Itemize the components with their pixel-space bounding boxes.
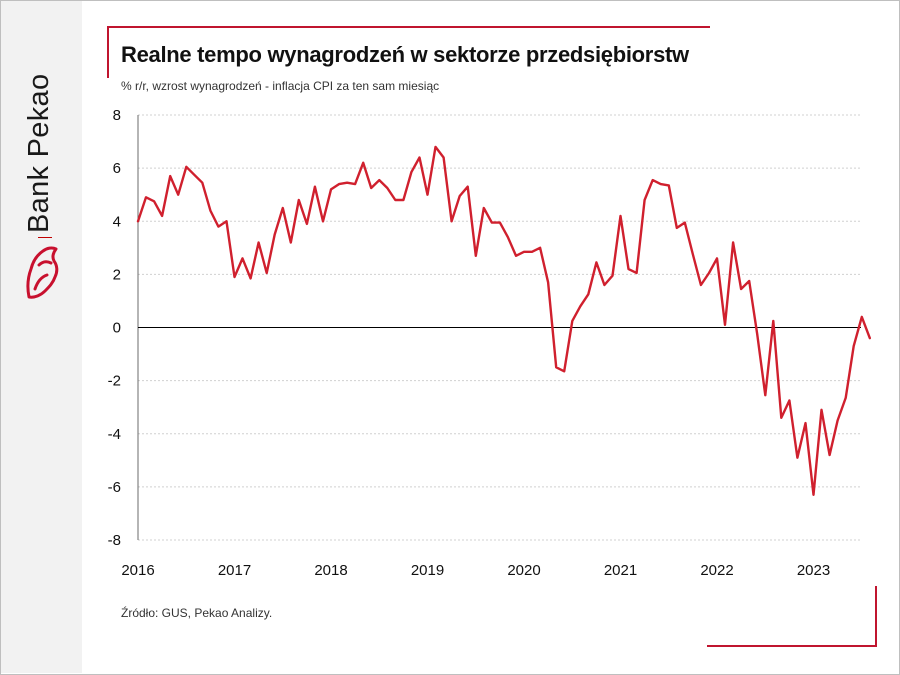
decorative-rule-right: [875, 586, 877, 647]
source-note: Źródło: GUS, Pekao Analizy.: [121, 606, 273, 620]
y-tick-label: 4: [113, 213, 121, 230]
decorative-rule-left: [107, 26, 109, 78]
decorative-rule-top: [107, 26, 710, 28]
x-tick-label: 2020: [507, 562, 540, 579]
brand-separator: [38, 237, 52, 238]
series-line: [136, 145, 871, 496]
y-tick-label: -2: [108, 373, 121, 390]
bison-logo-icon: [26, 246, 59, 299]
x-tick-label: 2016: [121, 562, 154, 579]
decorative-rule-bottom: [707, 645, 877, 647]
y-tick-label: -6: [108, 479, 121, 496]
x-tick-label: 2017: [218, 562, 251, 579]
x-tick-label: 2023: [797, 562, 830, 579]
brand-sidebar: Bank Pekao: [1, 1, 82, 673]
y-tick-label: 0: [113, 320, 121, 337]
y-tick-label: -4: [108, 426, 121, 443]
x-tick-label: 2018: [314, 562, 347, 579]
y-tick-label: -8: [108, 532, 121, 549]
y-tick-label: 2: [113, 266, 121, 283]
x-tick-label: 2019: [411, 562, 444, 579]
x-tick-label: 2021: [604, 562, 637, 579]
chart-subtitle: % r/r, wzrost wynagrodzeń - inflacja CPI…: [121, 79, 440, 93]
chart-title: Realne tempo wynagrodzeń w sektorze prze…: [121, 42, 689, 67]
y-tick-label: 8: [113, 107, 121, 124]
y-tick-label: 6: [113, 160, 121, 177]
x-tick-label: 2022: [700, 562, 733, 579]
